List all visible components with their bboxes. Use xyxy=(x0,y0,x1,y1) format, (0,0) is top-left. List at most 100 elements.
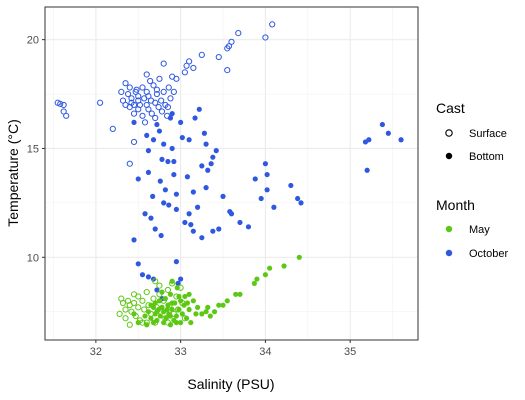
october-bottom-point xyxy=(159,156,165,162)
may-bottom-point xyxy=(167,322,174,328)
legend-may-label: May xyxy=(469,224,490,236)
october-bottom-point xyxy=(131,119,137,125)
october-bottom-point xyxy=(162,187,168,193)
october-bottom-point xyxy=(199,163,205,169)
october-surface-point xyxy=(148,110,155,117)
october-bottom-point xyxy=(144,132,150,139)
october-surface-point xyxy=(153,90,160,98)
x-axis-ticks: 32 33 34 35 xyxy=(90,340,356,358)
october-bottom-point xyxy=(190,189,196,195)
october-bottom-point xyxy=(150,137,157,143)
october-bottom-point xyxy=(179,134,185,141)
october-bottom-point xyxy=(171,158,177,165)
legend-cast: Cast Surface Bottom xyxy=(436,100,507,163)
legend-month-title: Month xyxy=(436,197,475,213)
legend-surface-key xyxy=(445,129,453,137)
legend-cast-title: Cast xyxy=(436,100,465,116)
october-bottom-point xyxy=(161,200,167,206)
x-axis-title: Salinity (PSU) xyxy=(187,376,274,392)
may-bottom-point xyxy=(173,313,179,319)
may-surface-point xyxy=(156,282,163,289)
october-surface-point xyxy=(235,30,242,37)
may-surface-point xyxy=(141,306,148,313)
may-bottom-point xyxy=(216,302,222,308)
october-bottom-point xyxy=(188,222,194,228)
may-bottom-point xyxy=(159,289,165,295)
may-bottom-point xyxy=(233,291,239,297)
may-bottom-point xyxy=(188,319,194,326)
october-bottom-point xyxy=(201,130,207,136)
legend-bottom-label: Bottom xyxy=(469,151,504,163)
may-bottom-point xyxy=(193,311,199,317)
may-surface-point xyxy=(143,289,150,296)
october-surface-point xyxy=(156,75,163,82)
may-bottom-point xyxy=(152,300,158,306)
may-bottom-point xyxy=(156,298,163,304)
october-bottom-point xyxy=(252,176,258,182)
october-bottom-point xyxy=(264,171,270,178)
october-surface-point xyxy=(143,71,150,78)
x-tick-label: 35 xyxy=(344,346,356,358)
may-bottom-point xyxy=(194,304,201,310)
october-bottom-point xyxy=(173,259,179,265)
october-bottom-point xyxy=(203,185,209,191)
october-bottom-point xyxy=(165,158,171,165)
october-bottom-point xyxy=(157,178,163,184)
october-surface-point xyxy=(173,75,180,82)
october-bottom-point xyxy=(210,154,216,160)
october-surface-point xyxy=(128,95,135,102)
plot-border xyxy=(44,6,419,341)
october-bottom-point xyxy=(398,137,404,143)
october-bottom-point xyxy=(131,237,137,243)
october-bottom-point xyxy=(161,141,167,147)
legend-october-label: October xyxy=(469,248,508,260)
may-surface-point xyxy=(152,278,159,285)
october-bottom-point xyxy=(169,111,175,117)
october-bottom-point xyxy=(264,187,270,193)
may-surface-point xyxy=(122,315,129,322)
may-bottom-point xyxy=(184,300,191,306)
october-bottom-point xyxy=(148,215,154,221)
plot-panel xyxy=(45,7,418,340)
october-surface-point xyxy=(109,125,116,132)
october-bottom-point xyxy=(167,115,174,121)
october-bottom-point xyxy=(190,228,196,234)
october-bottom-point xyxy=(228,211,235,217)
october-surface-point xyxy=(60,101,67,109)
may-bottom-point xyxy=(199,311,205,317)
may-bottom-point xyxy=(142,313,148,319)
may-bottom-point xyxy=(281,263,287,269)
october-bottom-point xyxy=(210,228,216,234)
october-surface-point xyxy=(158,97,165,104)
october-bottom-point xyxy=(156,128,163,134)
october-surface-point xyxy=(262,34,269,41)
october-bottom-point xyxy=(175,280,181,287)
october-bottom-point xyxy=(186,137,192,143)
october-surface-point xyxy=(133,86,140,93)
october-bottom-point xyxy=(385,130,391,136)
october-surface-point xyxy=(145,106,152,113)
october-surface-point xyxy=(57,100,64,107)
may-bottom-point xyxy=(144,322,150,328)
may-surface-point xyxy=(135,304,142,311)
may-bottom-point xyxy=(167,313,174,319)
october-bottom-point xyxy=(220,193,226,199)
x-tick-label: 34 xyxy=(259,346,271,358)
october-bottom-point xyxy=(178,276,184,282)
may-bottom-point xyxy=(205,304,211,310)
y-tick-label: 15 xyxy=(27,143,39,155)
october-surface-point xyxy=(164,104,172,111)
october-bottom-point xyxy=(158,232,164,239)
october-surface-point xyxy=(139,112,146,119)
data-points xyxy=(54,21,404,328)
october-bottom-point xyxy=(237,219,243,226)
october-surface-point xyxy=(160,88,167,95)
october-bottom-point xyxy=(173,206,179,213)
x-tick-label: 33 xyxy=(175,346,187,358)
october-bottom-point xyxy=(196,106,202,112)
may-bottom-point xyxy=(169,300,175,306)
october-surface-point xyxy=(130,110,138,117)
may-bottom-point xyxy=(169,278,175,284)
october-bottom-point xyxy=(178,119,184,125)
